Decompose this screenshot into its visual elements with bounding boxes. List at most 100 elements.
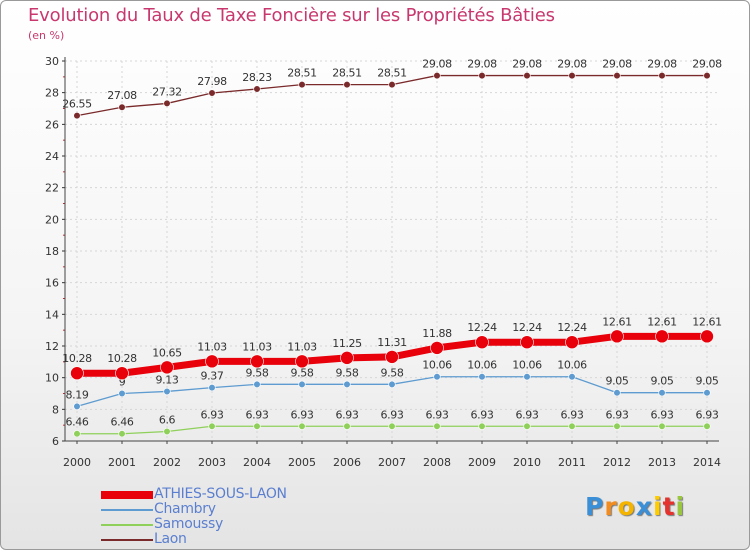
- legend-swatch: [101, 509, 153, 511]
- legend-item: Laon: [101, 531, 361, 547]
- data-point-laon: [658, 71, 666, 80]
- x-tick-label: 2008: [423, 456, 451, 469]
- x-tick-label: 2005: [288, 456, 316, 469]
- legend-item: Chambry: [101, 501, 361, 517]
- data-label-athies-sous-laon: 12.24: [512, 321, 542, 334]
- legend-label: Laon: [154, 531, 187, 547]
- logo-letter: r: [604, 492, 618, 521]
- y-tick-label: 8: [52, 403, 59, 416]
- data-label-laon: 29.08: [467, 58, 497, 71]
- data-point-chambry: [298, 380, 306, 388]
- data-label-laon: 28.51: [377, 67, 407, 80]
- data-label-chambry: 10.06: [557, 359, 587, 372]
- data-label-athies-sous-laon: 10.28: [62, 352, 92, 365]
- data-label-samoussy: 6.46: [66, 416, 89, 429]
- x-tick-label: 2003: [198, 456, 226, 469]
- data-point-athies-sous-laon: [115, 366, 129, 381]
- x-tick-label: 2004: [243, 456, 271, 469]
- y-tick-label: 20: [45, 213, 59, 226]
- x-tick-label: 2010: [513, 456, 541, 469]
- legend: ATHIES-SOUS-LAON Chambry Samoussy Laon: [101, 486, 361, 547]
- data-point-chambry: [253, 380, 261, 388]
- data-label-laon: 27.08: [107, 89, 137, 102]
- data-point-athies-sous-laon: [340, 351, 354, 365]
- x-tick-label: 2011: [558, 456, 586, 469]
- data-label-chambry: 9.37: [201, 370, 224, 383]
- data-point-athies-sous-laon: [205, 354, 219, 369]
- y-tick-label: 16: [45, 277, 59, 290]
- x-tick-label: 2012: [603, 456, 631, 469]
- y-tick-label: 10: [45, 372, 59, 385]
- data-label-samoussy: 6.93: [471, 408, 494, 421]
- data-point-samoussy: [388, 422, 396, 430]
- data-label-chambry: 9.58: [246, 366, 269, 379]
- data-point-laon: [298, 80, 306, 89]
- data-label-chambry: 9: [119, 376, 126, 389]
- data-point-samoussy: [478, 422, 486, 430]
- x-tick-label: 2000: [63, 456, 91, 469]
- data-point-chambry: [478, 373, 486, 381]
- data-point-chambry: [343, 380, 351, 388]
- data-point-laon: [118, 103, 126, 111]
- data-label-chambry: 9.05: [606, 375, 629, 388]
- data-point-athies-sous-laon: [295, 354, 309, 369]
- data-label-chambry: 9.58: [381, 366, 404, 379]
- line-chart: 6 8 10 12 14 16 18 20 22 24 26 28 30 2000 2001 2002 2003…: [45, 55, 723, 469]
- data-point-samoussy: [703, 422, 711, 430]
- data-point-laon: [568, 71, 576, 80]
- x-tick-label: 2014: [693, 456, 721, 469]
- data-label-athies-sous-laon: 11.03: [242, 340, 272, 353]
- y-tick-label: 18: [45, 245, 59, 258]
- data-label-laon: 29.08: [602, 58, 632, 71]
- y-tick-label: 24: [45, 150, 59, 163]
- y-tick-label: 6: [52, 435, 59, 448]
- data-point-athies-sous-laon: [610, 329, 624, 344]
- logo-letter: o: [617, 492, 636, 521]
- data-point-laon: [703, 71, 711, 80]
- data-point-chambry: [118, 389, 126, 398]
- data-label-laon: 29.08: [512, 58, 542, 71]
- data-label-athies-sous-laon: 12.24: [467, 321, 497, 334]
- data-point-laon: [613, 71, 621, 80]
- x-tick-label: 2007: [378, 456, 406, 469]
- data-label-athies-sous-laon: 12.61: [602, 315, 632, 328]
- legend-item: Samoussy: [101, 516, 361, 532]
- data-label-samoussy: 6.93: [291, 408, 314, 421]
- data-label-athies-sous-laon: 10.65: [152, 346, 182, 359]
- data-point-laon: [388, 80, 396, 89]
- data-point-athies-sous-laon: [700, 329, 714, 344]
- data-label-samoussy: 6.93: [606, 408, 629, 421]
- y-tick-label: 12: [45, 340, 59, 353]
- data-label-laon: 29.08: [422, 58, 452, 71]
- data-point-chambry: [208, 384, 216, 392]
- y-axis-unit: (en %): [28, 29, 65, 42]
- data-label-samoussy: 6.93: [651, 408, 674, 421]
- data-point-samoussy: [613, 422, 621, 430]
- legend-swatch: [101, 524, 153, 526]
- data-label-chambry: 8.19: [66, 388, 89, 401]
- x-tick-label: 2013: [648, 456, 676, 469]
- data-label-laon: 29.08: [692, 58, 722, 71]
- data-label-samoussy: 6.46: [111, 416, 134, 429]
- data-point-athies-sous-laon: [70, 366, 84, 381]
- data-label-chambry: 10.06: [467, 359, 497, 372]
- data-label-laon: 28.51: [332, 67, 362, 80]
- data-label-samoussy: 6.93: [381, 408, 404, 421]
- y-tick-label: 22: [45, 182, 59, 195]
- data-label-athies-sous-laon: 11.88: [422, 327, 452, 340]
- chart-title: Evolution du Taux de Taxe Foncière sur l…: [28, 5, 555, 26]
- data-label-samoussy: 6.93: [201, 408, 224, 421]
- data-point-samoussy: [568, 422, 576, 430]
- data-point-samoussy: [298, 422, 306, 430]
- data-point-athies-sous-laon: [250, 354, 264, 369]
- data-label-laon: 26.55: [62, 98, 92, 111]
- data-label-athies-sous-laon: 11.03: [197, 340, 227, 353]
- data-point-chambry: [613, 389, 621, 397]
- data-point-samoussy: [433, 422, 441, 430]
- data-point-laon: [253, 85, 261, 93]
- data-label-athies-sous-laon: 12.24: [557, 321, 587, 334]
- data-label-laon: 29.08: [557, 58, 587, 71]
- data-label-chambry: 10.06: [512, 359, 542, 372]
- data-label-athies-sous-laon: 12.61: [692, 315, 722, 328]
- legend-item: ATHIES-SOUS-LAON: [101, 486, 361, 502]
